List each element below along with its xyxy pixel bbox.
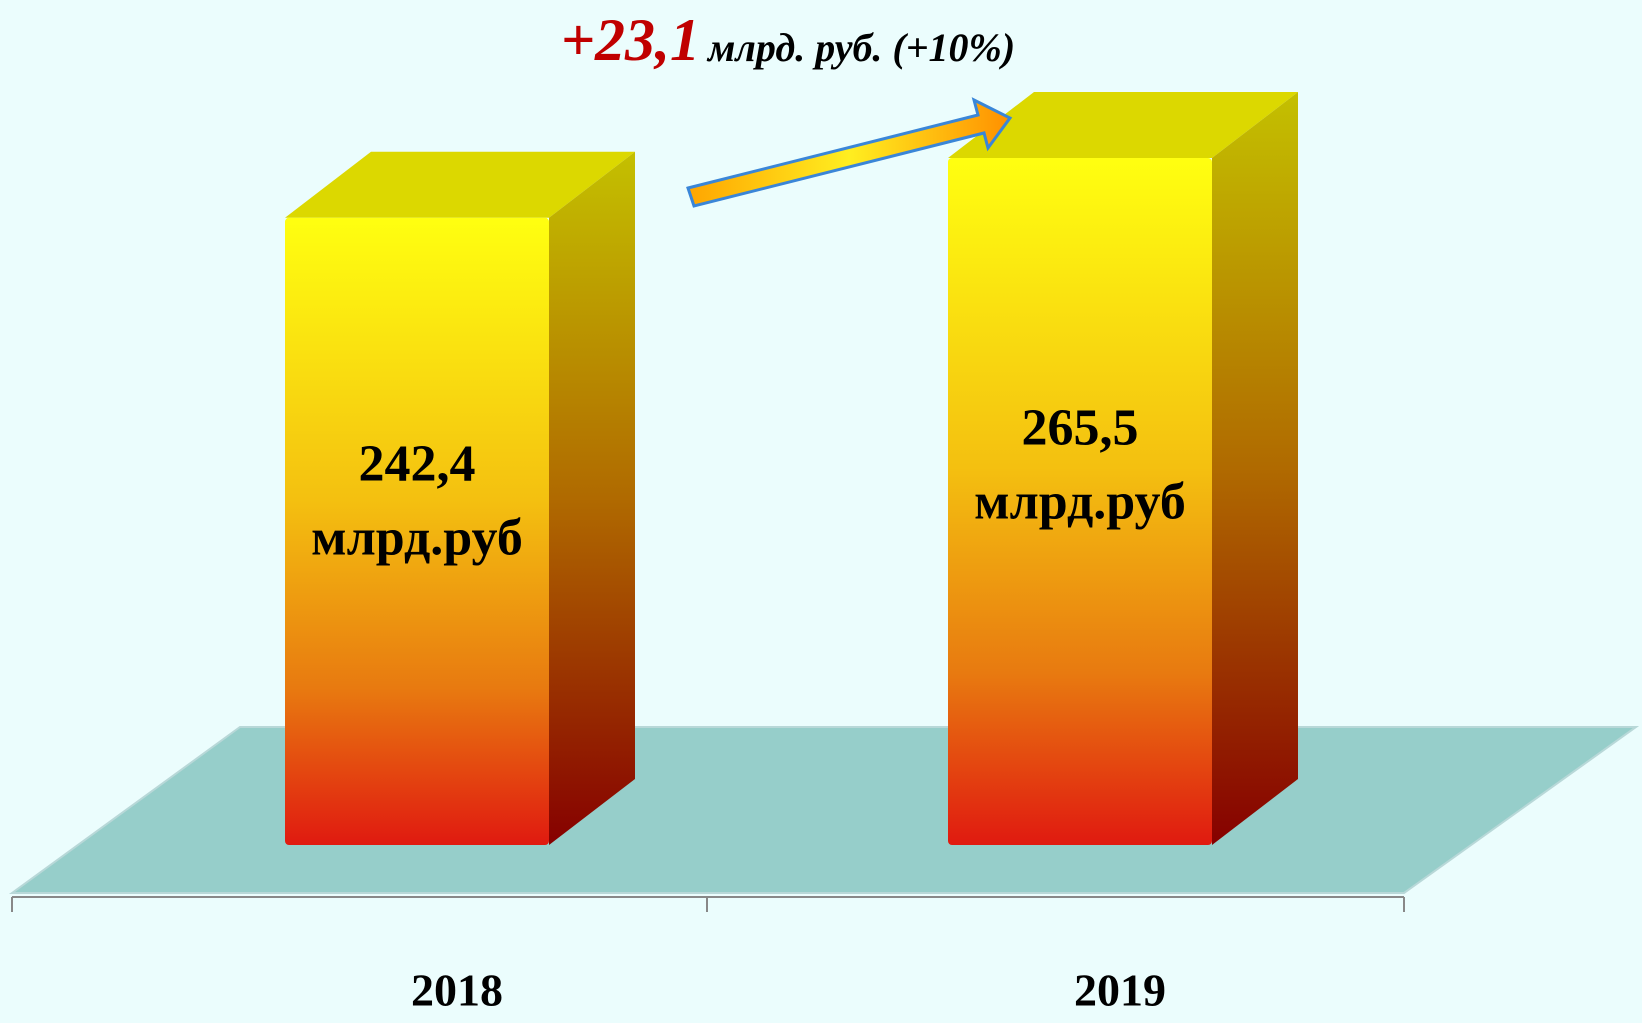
data-label-unit: млрд.руб — [311, 510, 523, 567]
bar-top — [285, 151, 635, 218]
data-label: 242,4 — [359, 436, 476, 493]
floor — [8, 726, 1640, 894]
bar — [948, 158, 1212, 845]
x-tick-label: 2018 — [411, 965, 503, 1016]
bar-side — [1212, 92, 1298, 845]
data-label: 265,5 — [1022, 400, 1139, 457]
bar-side — [549, 151, 635, 845]
x-tick-label: 2019 — [1074, 965, 1166, 1016]
delta-unit: млрд. руб. (+10%) — [706, 25, 1015, 70]
data-label-unit: млрд.руб — [974, 474, 1186, 531]
bar — [285, 217, 549, 845]
growth-arrow — [686, 97, 1013, 208]
bars — [285, 92, 1298, 845]
bar-top — [948, 92, 1298, 158]
delta-value: +23,1 — [561, 7, 700, 73]
